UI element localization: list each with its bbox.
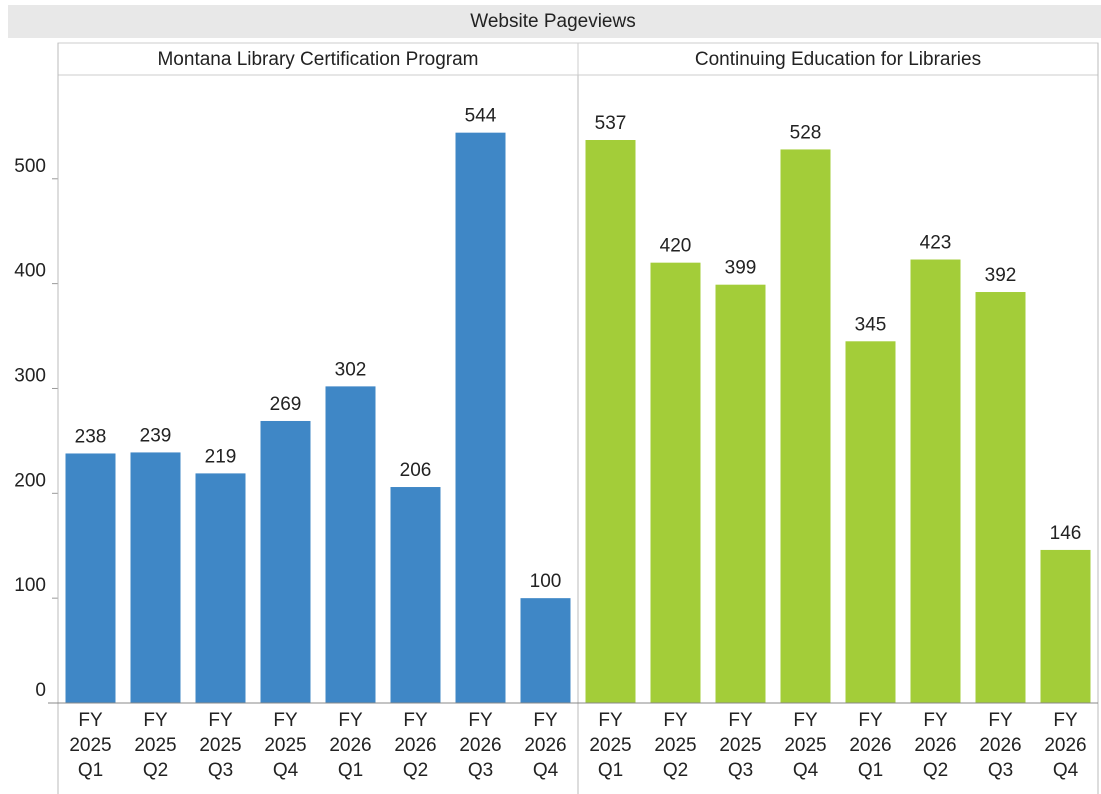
x-tick-label: FY 2025 Q2 [134,710,177,781]
bar [520,598,571,703]
value-label: 420 [660,236,692,257]
bar [585,140,636,704]
bar [1040,549,1091,703]
y-tick-label: 400 [14,261,46,282]
bar [325,386,376,703]
panel-title: Continuing Education for Libraries [695,49,981,70]
y-tick-label: 0 [35,680,46,701]
value-label: 100 [530,571,562,592]
value-label: 146 [1050,523,1082,544]
value-label: 399 [725,258,757,279]
y-tick-label: 300 [14,365,46,386]
bar [975,292,1026,703]
value-label: 392 [985,265,1017,286]
bar [780,149,831,704]
x-tick-label: FY 2026 Q1 [329,710,372,781]
bar [65,453,116,703]
x-tick-label: FY 2025 Q1 [589,710,632,781]
value-label: 345 [855,314,887,335]
x-tick-label: FY 2025 Q4 [784,710,827,781]
title-band [8,5,1101,38]
bar [195,473,246,703]
x-tick-label: FY 2026 Q1 [849,710,892,781]
bar [845,341,896,703]
x-tick-label: FY 2026 Q4 [1044,710,1087,781]
x-tick-label: FY 2026 Q3 [979,710,1022,781]
bar [455,132,506,703]
x-tick-label: FY 2026 Q2 [394,710,437,781]
bar [650,262,701,703]
value-label: 544 [465,106,497,127]
value-label: 302 [335,359,367,380]
value-label: 269 [270,394,302,415]
panel-title: Montana Library Certification Program [157,49,478,70]
value-label: 206 [400,460,432,481]
bar [390,487,441,703]
chart-title: Website Pageviews [470,11,635,32]
bar [910,259,961,703]
x-tick-label: FY 2025 Q3 [199,710,242,781]
value-label: 219 [205,446,237,467]
y-tick-label: 200 [14,470,46,491]
y-tick-label: 500 [14,156,46,177]
x-tick-label: FY 2025 Q3 [719,710,762,781]
x-tick-label: FY 2025 Q1 [69,710,112,781]
bar [715,284,766,703]
x-tick-label: FY 2026 Q3 [459,710,502,781]
panel-header [577,42,1099,76]
value-label: 423 [920,233,952,254]
x-tick-label: FY 2025 Q2 [654,710,697,781]
x-tick-label: FY 2026 Q2 [914,710,957,781]
value-label: 238 [75,426,107,447]
x-tick-label: FY 2026 Q4 [524,710,567,781]
bar [260,420,311,703]
value-label: 239 [140,425,172,446]
y-tick-label: 100 [14,575,46,596]
bar [130,452,181,703]
value-label: 528 [790,122,822,143]
value-label: 537 [595,113,627,134]
x-tick-label: FY 2025 Q4 [264,710,307,781]
